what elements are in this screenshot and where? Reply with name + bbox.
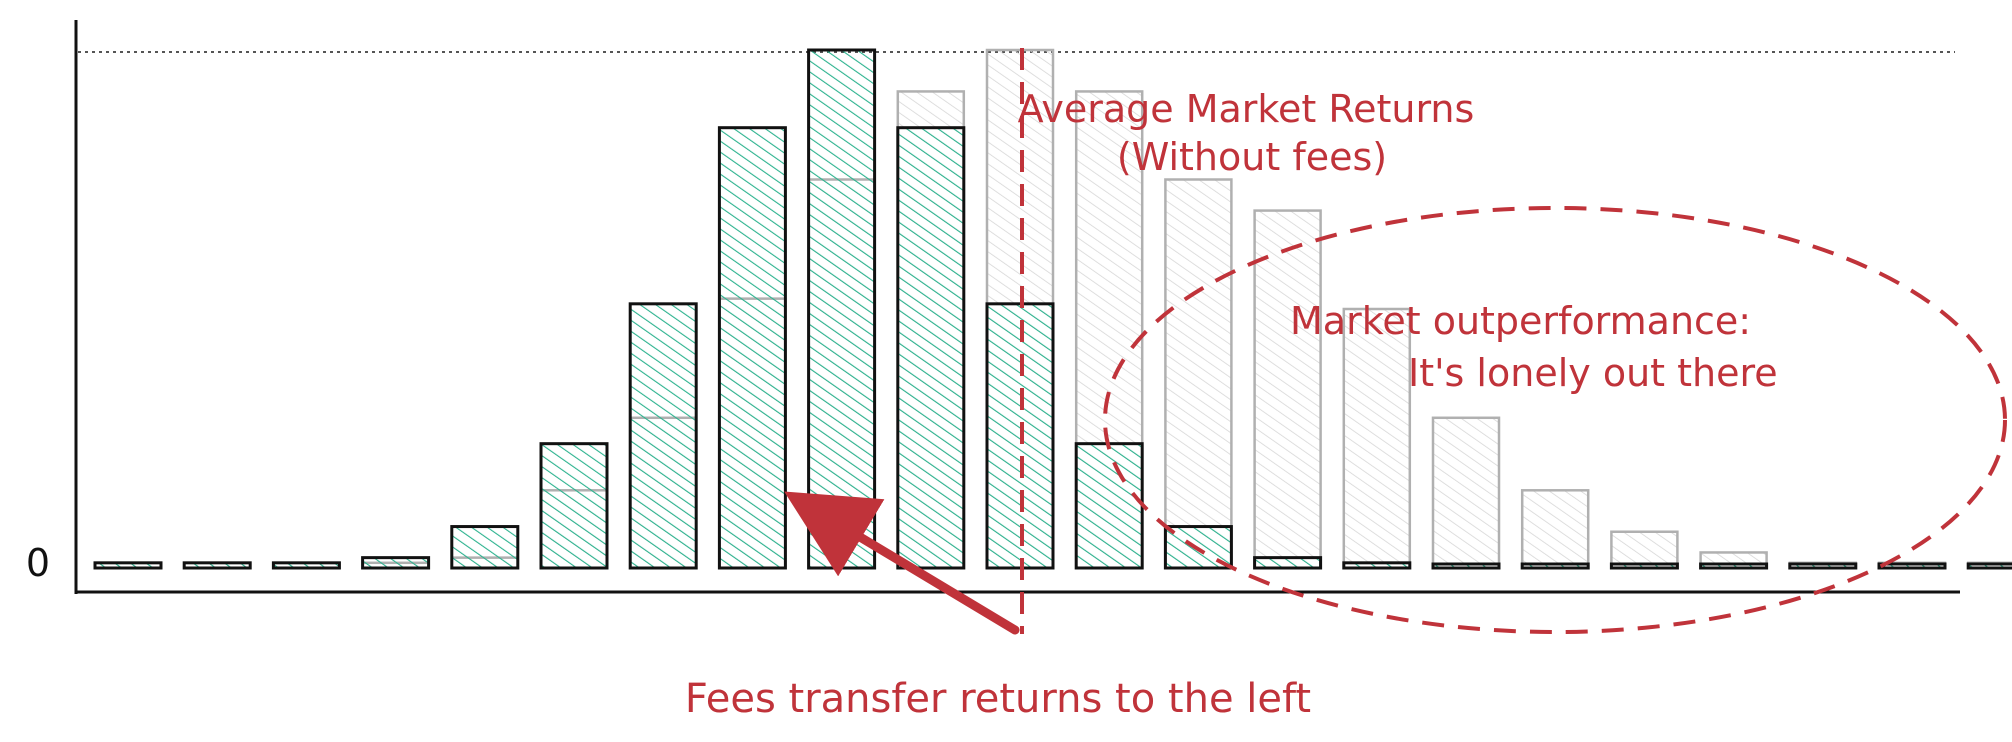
with-fees-bar — [1699, 562, 1769, 570]
with-fees-bar — [807, 48, 877, 570]
with-fees-bar — [1788, 562, 1858, 570]
y-tick-label-zero: 0 — [26, 541, 50, 585]
outperformance-annotation: Market outperformance: It's lonely out t… — [1290, 299, 1778, 395]
with-fees-bar — [271, 561, 341, 570]
outperformance-ellipse — [1103, 206, 2007, 634]
with-fees-bar — [539, 442, 609, 570]
fees-arrow — [784, 491, 1020, 635]
fees-annotation: Fees transfer returns to the left — [685, 676, 1311, 722]
with-fees-bar — [93, 561, 163, 570]
with-fees-bar — [1253, 556, 1323, 570]
without-fees-bar — [1610, 530, 1679, 570]
without-fees-bar — [1520, 489, 1590, 570]
with-fees-bar — [896, 126, 966, 570]
average-return-annotation-line-2: (Without fees) — [1117, 135, 1387, 179]
with-fees-bar — [361, 556, 431, 570]
average-return-annotation: Average Market Returns (Without fees) — [1018, 87, 1487, 179]
outperformance-annotation-line-2: It's lonely out there — [1408, 351, 1778, 395]
with-fees-bar — [717, 126, 787, 570]
with-fees-bar — [1431, 562, 1501, 570]
with-fees-bar — [628, 302, 698, 570]
without-fees-bar — [1164, 178, 1233, 570]
without-fees-bar — [1342, 307, 1412, 570]
with-fees-bar — [1609, 562, 1679, 570]
with-fees-bar — [450, 525, 520, 570]
with-fees-bar — [182, 561, 252, 570]
with-fees-bar — [1966, 562, 2012, 570]
with-fees-series — [93, 48, 2012, 570]
with-fees-bar — [1520, 562, 1590, 570]
outperformance-annotation-line-1: Market outperformance: — [1290, 299, 1751, 343]
with-fees-bar — [1342, 561, 1412, 570]
without-fees-bar — [1431, 416, 1501, 570]
without-fees-bar — [1253, 209, 1322, 570]
with-fees-bar — [1074, 442, 1144, 570]
average-return-annotation-line-1: Average Market Returns — [1018, 87, 1475, 131]
with-fees-bar — [1877, 562, 1947, 570]
